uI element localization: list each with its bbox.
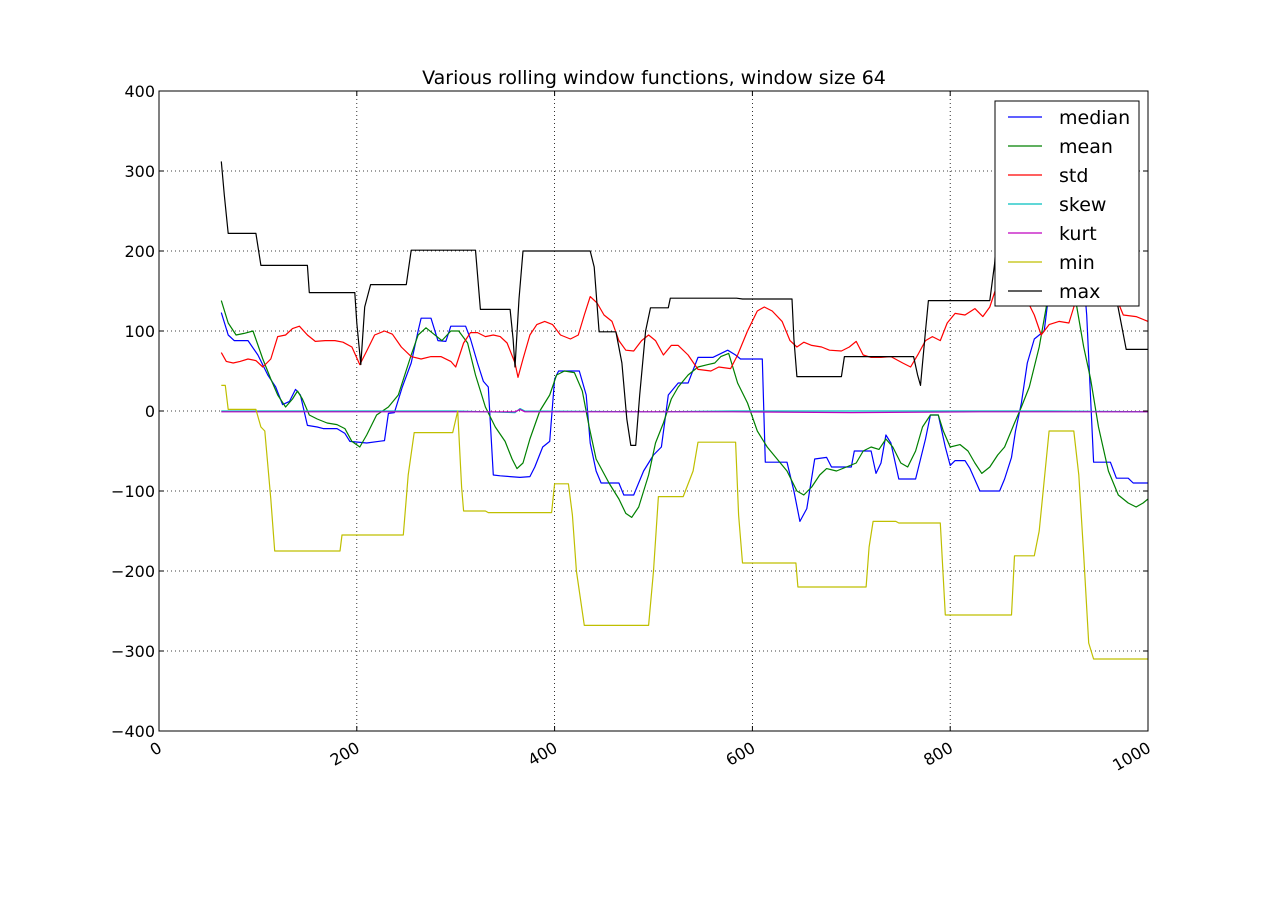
legend: median mean std skew kurt min max <box>994 100 1140 307</box>
series-line-median <box>220 218 1148 522</box>
legend-label-skew: skew <box>1059 194 1106 216</box>
y-tick-label: 200 <box>124 242 155 261</box>
legend-label-kurt: kurt <box>1059 223 1097 245</box>
y-tick-label: −400 <box>111 722 155 741</box>
y-axis-tick-labels: −400 −300 −200 −100 0 100 200 300 400 <box>111 82 155 741</box>
legend-label-median: median <box>1059 107 1130 129</box>
y-tick-label: −300 <box>111 642 155 661</box>
y-tick-label: 100 <box>124 322 155 341</box>
axis-ticks <box>158 90 1149 732</box>
legend-label-min: min <box>1059 252 1095 274</box>
y-tick-label: 300 <box>124 162 155 181</box>
y-tick-label: 0 <box>145 402 155 421</box>
series-line-kurt <box>221 408 1148 414</box>
legend-label-max: max <box>1059 281 1100 303</box>
y-tick-label: −100 <box>111 482 155 501</box>
legend-label-mean: mean <box>1059 136 1113 158</box>
y-tick-label: −200 <box>111 562 155 581</box>
y-tick-label: 400 <box>124 82 155 101</box>
legend-label-std: std <box>1059 165 1088 187</box>
series-line-min <box>221 384 1148 660</box>
chart-title: Various rolling window functions, window… <box>422 67 886 89</box>
series-lines <box>220 122 1148 660</box>
series-line-std <box>220 226 1148 378</box>
series-line-mean <box>220 278 1148 518</box>
